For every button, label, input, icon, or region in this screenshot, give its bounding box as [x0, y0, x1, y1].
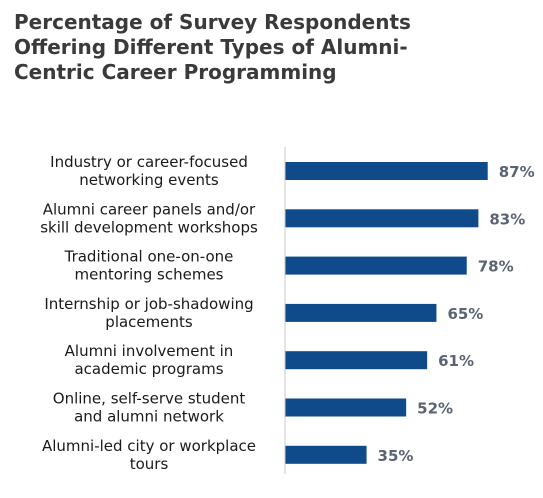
bar — [285, 303, 437, 322]
category-label-line: skill development workshops — [40, 218, 258, 236]
bar — [285, 398, 407, 417]
category-label-line: tours — [130, 455, 169, 473]
bars-group: 87% Industry or career-focused networking … — [40, 153, 534, 473]
category-label-line: Industry or career-focused — [50, 153, 248, 171]
category-label: Alumni involvement in academic programs — [65, 342, 234, 378]
category-label: Internship or job-shadowing placements — [44, 295, 253, 331]
category-label-line: placements — [105, 313, 193, 331]
bar — [285, 256, 467, 275]
data-label: 83% — [489, 210, 525, 228]
bar — [285, 162, 488, 180]
category-label: Alumni career panels and/or skill develop… — [40, 200, 258, 236]
category-label-line: networking events — [79, 171, 219, 189]
bar — [285, 209, 479, 228]
category-label: Industry or career-focused networking eve… — [50, 153, 248, 189]
category-label-line: Alumni-led city or workplace — [42, 437, 256, 455]
category-label-line: Alumni career panels and/or — [43, 200, 256, 218]
category-label-line: academic programs — [74, 360, 223, 378]
bar — [285, 351, 428, 370]
category-label-line: mentoring schemes — [75, 266, 224, 284]
category-label: Online, self-serve student and alumni net… — [53, 390, 246, 426]
category-label-line: Traditional one-on-one — [64, 248, 234, 266]
data-label: 87% — [499, 163, 535, 181]
category-label-line: Internship or job-shadowing — [44, 295, 253, 313]
data-label: 61% — [438, 352, 474, 370]
category-label-line: and alumni network — [74, 408, 224, 426]
data-label: 52% — [417, 400, 453, 418]
bar — [285, 445, 367, 464]
category-label-line: Online, self-serve student — [53, 390, 246, 408]
category-label-line: Alumni involvement in — [65, 342, 234, 360]
data-label: 65% — [447, 305, 483, 323]
chart-title: Percentage of Survey Respondents Offerin… — [14, 10, 411, 84]
data-label: 35% — [378, 447, 414, 465]
category-label: Traditional one-on-one mentoring schemes — [64, 248, 234, 284]
category-label: Alumni-led city or workplace tours — [42, 437, 256, 473]
data-label: 78% — [478, 258, 514, 276]
